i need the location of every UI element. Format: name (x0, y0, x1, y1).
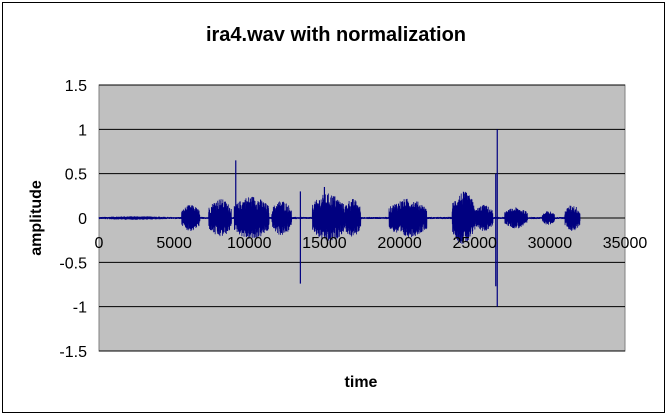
y-tick-label: -0.5 (59, 255, 87, 272)
chart-area: ira4.wav with normalization 1.5 1 0.5 0 -0.5… (2, 2, 665, 413)
y-tick-label: 1.5 (65, 78, 87, 95)
x-tick-label: 15000 (302, 235, 347, 252)
y-tick-label: -1 (73, 300, 87, 317)
series-waveform (98, 129, 581, 307)
x-tick-label: 5000 (156, 235, 192, 252)
x-tick-label: 0 (95, 235, 104, 252)
waveform-line (98, 191, 581, 244)
x-tick-labels: 0 5000 10000 15000 20000 25000 30000 35000 (95, 235, 648, 252)
plot-area (98, 84, 626, 352)
x-tick-label: 20000 (377, 235, 422, 252)
y-tick-label: -1.5 (59, 344, 87, 361)
y-axis-label: amplitude (28, 180, 45, 256)
x-axis-label: time (345, 374, 378, 391)
chart: ira4.wav with normalization 1.5 1 0.5 0 -0.5… (28, 24, 648, 391)
gridlines (99, 84, 625, 352)
y-tick-label: 0.5 (65, 167, 87, 184)
x-tick-label: 35000 (603, 235, 648, 252)
chart-title: ira4.wav with normalization (206, 24, 466, 46)
y-tick-labels: 1.5 1 0.5 0 -0.5 -1 -1.5 (59, 78, 87, 361)
y-tick-label: 0 (78, 211, 87, 228)
x-tick-label: 10000 (227, 235, 272, 252)
x-tick-label: 30000 (528, 235, 573, 252)
x-tick-label: 25000 (452, 235, 497, 252)
y-tick-label: 1 (78, 122, 87, 139)
